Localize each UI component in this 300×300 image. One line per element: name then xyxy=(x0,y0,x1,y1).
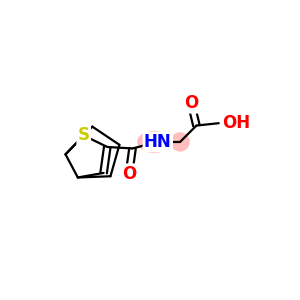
Text: OH: OH xyxy=(222,114,250,132)
Text: HN: HN xyxy=(144,133,172,151)
Ellipse shape xyxy=(170,132,190,152)
Text: S: S xyxy=(78,127,90,145)
Ellipse shape xyxy=(137,131,171,153)
Text: O: O xyxy=(122,165,136,183)
Text: O: O xyxy=(184,94,198,112)
